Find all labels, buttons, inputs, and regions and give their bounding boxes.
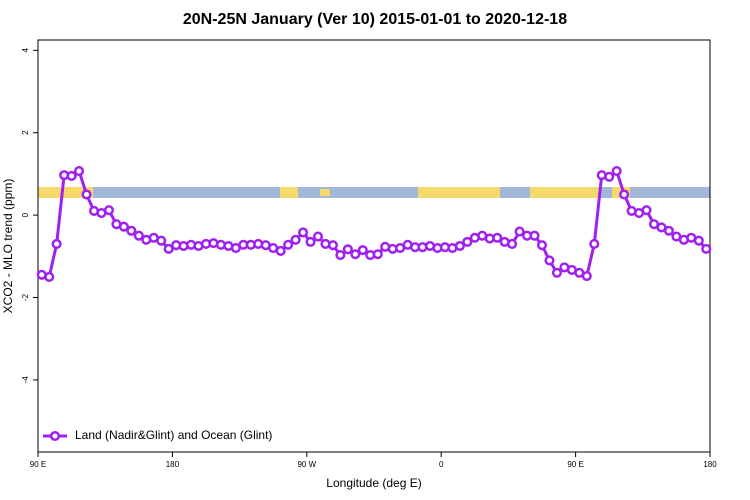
data-point bbox=[492, 232, 503, 243]
land-patch bbox=[320, 189, 330, 196]
data-point bbox=[663, 225, 674, 236]
data-point bbox=[611, 165, 622, 177]
map-strip bbox=[38, 187, 710, 198]
data-point bbox=[126, 225, 137, 236]
data-point bbox=[454, 240, 465, 252]
data-point bbox=[514, 226, 525, 237]
data-point bbox=[81, 189, 92, 200]
data-point bbox=[118, 221, 129, 232]
data-point bbox=[298, 227, 309, 238]
legend-marker bbox=[49, 430, 61, 442]
data-point bbox=[372, 249, 383, 260]
y-tick-label: 0 bbox=[21, 212, 30, 217]
data-point bbox=[290, 234, 301, 245]
data-point bbox=[357, 245, 368, 256]
data-point bbox=[604, 171, 615, 182]
data-point bbox=[641, 205, 652, 216]
land-patch bbox=[418, 187, 500, 198]
data-point bbox=[581, 271, 592, 282]
data-point bbox=[350, 249, 361, 260]
x-tick-label: 180 bbox=[703, 460, 717, 469]
data-point bbox=[551, 267, 562, 278]
data-point bbox=[507, 238, 518, 249]
data-point bbox=[536, 240, 548, 251]
data-point bbox=[335, 250, 346, 261]
legend-label: Land (Nadir&Glint) and Ocean (Glint) bbox=[75, 428, 272, 442]
data-point bbox=[51, 238, 62, 249]
data-point bbox=[275, 245, 286, 256]
y-axis-label: XCO2 - MLO trend (ppm) bbox=[1, 179, 15, 314]
data-point bbox=[619, 189, 630, 200]
data-point bbox=[693, 235, 704, 246]
land-patch bbox=[280, 187, 298, 198]
data-point bbox=[66, 170, 77, 182]
land-patch bbox=[530, 187, 600, 198]
data-point bbox=[462, 236, 473, 247]
x-tick-label: 0 bbox=[439, 460, 444, 469]
ocean-band bbox=[38, 187, 710, 198]
data-point bbox=[342, 244, 353, 255]
plot-frame bbox=[37, 39, 711, 453]
x-tick-label: 90 E bbox=[567, 460, 583, 469]
series-line bbox=[41, 168, 708, 279]
y-tick-label: 4 bbox=[21, 48, 30, 53]
data-point bbox=[305, 236, 316, 247]
data-point bbox=[103, 205, 114, 216]
data-point bbox=[44, 271, 55, 282]
data-point bbox=[589, 238, 600, 249]
x-tick-label: 90 W bbox=[297, 460, 316, 469]
data-point bbox=[529, 230, 540, 241]
data-point bbox=[701, 243, 712, 254]
x-tick-label: 90 E bbox=[30, 460, 46, 469]
data-point bbox=[283, 239, 294, 250]
data-point bbox=[163, 243, 174, 254]
data-point bbox=[133, 230, 144, 241]
y-tick-label: -2 bbox=[21, 293, 30, 301]
x-axis-label: Longitude (deg E) bbox=[326, 476, 421, 490]
land-patch bbox=[38, 187, 93, 198]
data-point bbox=[544, 255, 555, 266]
y-tick-label: -4 bbox=[21, 376, 30, 384]
chart-title: 20N-25N January (Ver 10) 2015-01-01 to 2… bbox=[183, 11, 567, 28]
y-tick-label: 2 bbox=[21, 130, 30, 135]
data-point bbox=[156, 235, 167, 246]
data-point bbox=[327, 240, 338, 251]
x-tick-label: 180 bbox=[166, 460, 180, 469]
data-point bbox=[312, 231, 324, 242]
data-point bbox=[74, 165, 85, 177]
